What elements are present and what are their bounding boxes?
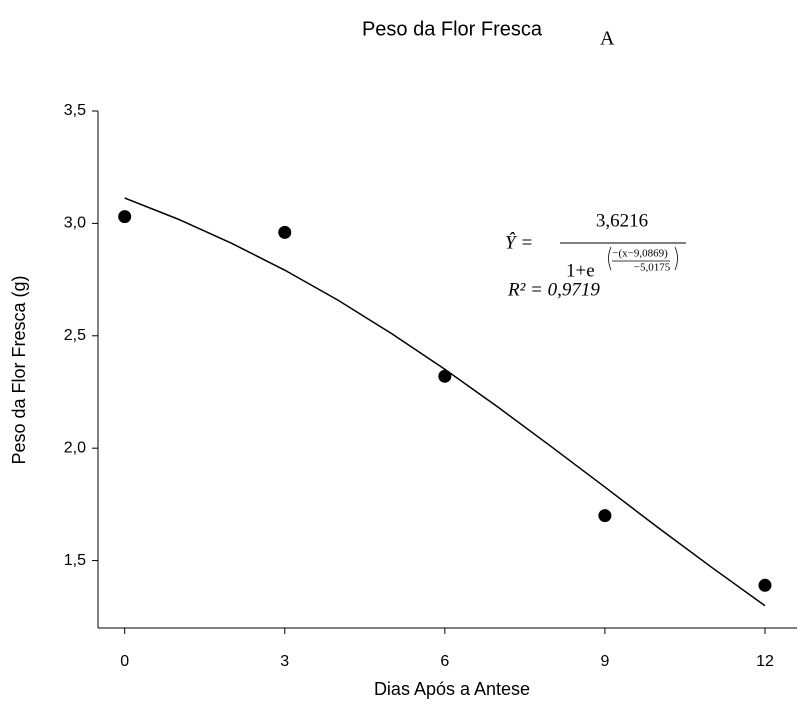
exponent-denominator: −5,0175 <box>634 262 671 274</box>
x-tick-label: 0 <box>120 653 129 670</box>
fit-curve <box>124 197 766 607</box>
x-tick-label: 12 <box>756 653 774 670</box>
data-point <box>598 509 612 523</box>
data-point <box>118 210 132 224</box>
x-axis-label: Dias Após a Antese <box>374 679 530 699</box>
equation-numerator: 3,6216 <box>596 210 648 231</box>
x-tick-label: 9 <box>600 653 609 670</box>
r-squared: R² = 0,9719 <box>507 279 600 300</box>
panel-label: A <box>600 28 615 50</box>
y-tick-label: 3,0 <box>64 215 86 232</box>
data-point <box>758 578 772 592</box>
paren-right <box>674 246 678 271</box>
data-point <box>438 369 452 383</box>
x-tick-label: 3 <box>280 653 289 670</box>
equation: Ŷ = 3,6216 1+e −(x−9,0869) −5,0175 R² = … <box>505 210 686 300</box>
y-tick-label: 2,5 <box>64 327 86 344</box>
exponent-numerator: −(x−9,0869) <box>612 248 668 260</box>
y-axis-label: Peso da Flor Fresca (g) <box>9 275 29 464</box>
data-point <box>278 225 292 239</box>
chart-title: Peso da Flor Fresca <box>362 18 543 40</box>
x-tick-label: 6 <box>440 653 449 670</box>
y-tick-label: 3,5 <box>64 102 86 119</box>
y-tick-label: 2,0 <box>64 439 86 456</box>
equation-denominator: 1+e <box>566 260 595 281</box>
equation-lhs: Ŷ = <box>505 231 533 253</box>
paren-left <box>608 246 612 271</box>
y-tick-label: 1,5 <box>64 552 86 569</box>
